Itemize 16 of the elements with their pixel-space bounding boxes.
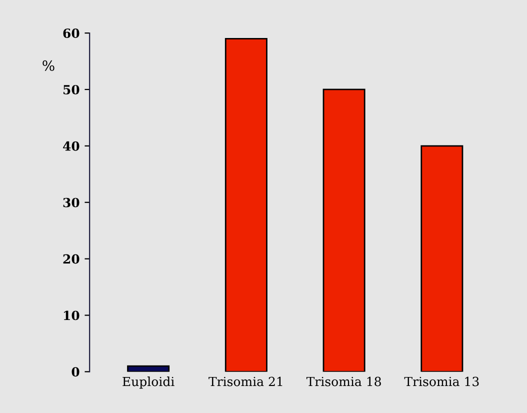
x-tick-label: Trisomia 13 — [404, 376, 479, 386]
y-tick-label: 20 — [63, 254, 80, 264]
x-tick-label: Trisomia 21 — [208, 376, 282, 386]
y-axis-title: % — [42, 60, 54, 71]
y-tick-label: 60 — [63, 28, 80, 38]
bar — [322, 88, 366, 372]
bar — [224, 38, 268, 372]
bar — [420, 145, 464, 372]
y-tick-label: 30 — [63, 198, 80, 208]
y-tick-label: 10 — [64, 310, 80, 320]
y-tick-label: 50 — [64, 84, 80, 94]
x-tick-label: Euploidi — [122, 376, 174, 389]
y-tick-label: 40 — [62, 141, 80, 151]
y-tick-label: 0 — [72, 367, 80, 377]
bar — [127, 365, 170, 372]
x-tick-label: Trisomia 18 — [306, 376, 381, 386]
